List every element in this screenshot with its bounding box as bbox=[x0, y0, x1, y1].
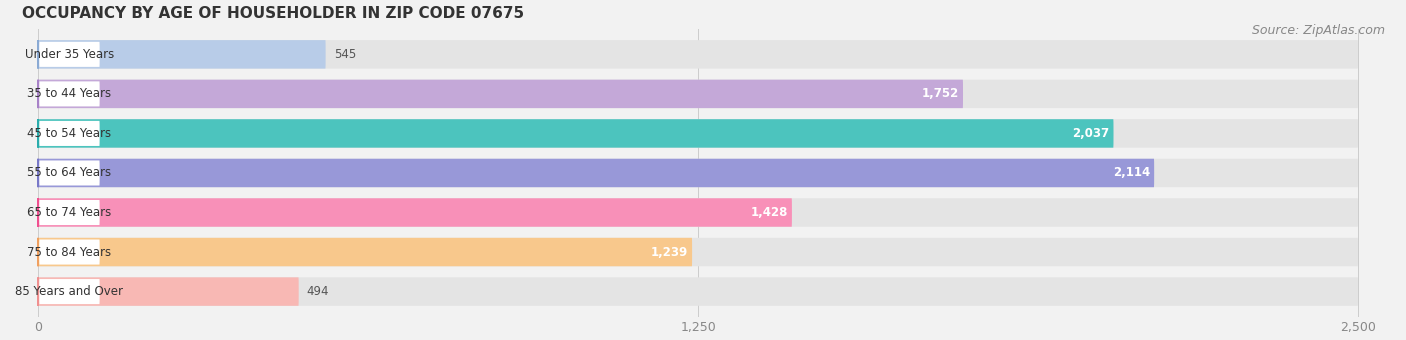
Text: 2,037: 2,037 bbox=[1073, 127, 1109, 140]
FancyBboxPatch shape bbox=[38, 119, 1114, 148]
FancyBboxPatch shape bbox=[38, 40, 326, 69]
Text: 75 to 84 Years: 75 to 84 Years bbox=[27, 245, 111, 258]
FancyBboxPatch shape bbox=[38, 80, 1358, 108]
FancyBboxPatch shape bbox=[39, 239, 100, 265]
FancyBboxPatch shape bbox=[38, 40, 1358, 69]
Text: 85 Years and Over: 85 Years and Over bbox=[15, 285, 124, 298]
Text: 55 to 64 Years: 55 to 64 Years bbox=[27, 167, 111, 180]
Text: OCCUPANCY BY AGE OF HOUSEHOLDER IN ZIP CODE 07675: OCCUPANCY BY AGE OF HOUSEHOLDER IN ZIP C… bbox=[22, 5, 524, 20]
Text: 494: 494 bbox=[307, 285, 329, 298]
Text: 35 to 44 Years: 35 to 44 Years bbox=[27, 87, 111, 100]
FancyBboxPatch shape bbox=[38, 80, 963, 108]
FancyBboxPatch shape bbox=[38, 238, 692, 266]
Text: 45 to 54 Years: 45 to 54 Years bbox=[27, 127, 111, 140]
FancyBboxPatch shape bbox=[38, 277, 298, 306]
FancyBboxPatch shape bbox=[39, 121, 100, 146]
Text: Under 35 Years: Under 35 Years bbox=[25, 48, 114, 61]
FancyBboxPatch shape bbox=[38, 159, 1358, 187]
FancyBboxPatch shape bbox=[38, 238, 1358, 266]
Text: 545: 545 bbox=[333, 48, 356, 61]
FancyBboxPatch shape bbox=[39, 42, 100, 67]
Text: 2,114: 2,114 bbox=[1114, 167, 1150, 180]
FancyBboxPatch shape bbox=[39, 200, 100, 225]
FancyBboxPatch shape bbox=[38, 198, 1358, 227]
FancyBboxPatch shape bbox=[38, 119, 1358, 148]
FancyBboxPatch shape bbox=[38, 277, 1358, 306]
Text: 1,239: 1,239 bbox=[651, 245, 688, 258]
FancyBboxPatch shape bbox=[39, 279, 100, 304]
FancyBboxPatch shape bbox=[38, 159, 1154, 187]
FancyBboxPatch shape bbox=[38, 198, 792, 227]
Text: 65 to 74 Years: 65 to 74 Years bbox=[27, 206, 111, 219]
Text: 1,428: 1,428 bbox=[751, 206, 787, 219]
Text: 1,752: 1,752 bbox=[922, 87, 959, 100]
Text: Source: ZipAtlas.com: Source: ZipAtlas.com bbox=[1251, 24, 1385, 37]
FancyBboxPatch shape bbox=[39, 81, 100, 106]
FancyBboxPatch shape bbox=[39, 160, 100, 186]
